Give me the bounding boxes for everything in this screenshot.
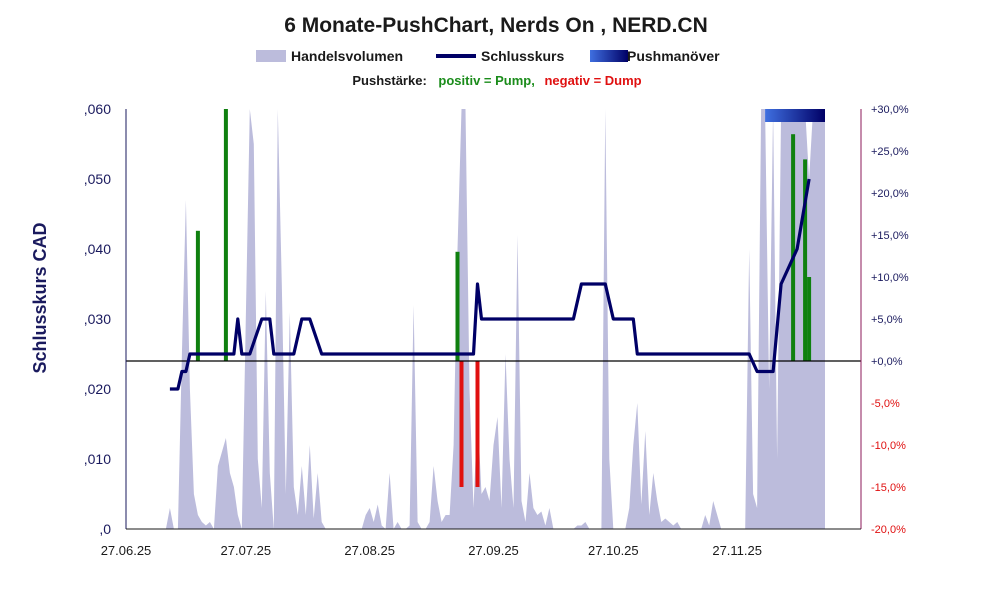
legend-label-price: Schlusskurs (481, 48, 564, 64)
x-tick-labels: 27.06.25 27.07.25 27.08.25 27.09.25 27.10.25… (101, 543, 762, 558)
legend-label-volume: Handelsvolumen (291, 48, 403, 64)
x-tick-label: 27.11.25 (712, 543, 762, 558)
left-tick-label: ,020 (84, 381, 111, 397)
chart-title: 6 Monate-PushChart, Nerds On , NERD.CN (284, 14, 708, 37)
right-tick-label: +15,0% (871, 230, 909, 242)
right-tick-labels: -20,0% -15,0% -10,0% -5,0% +0,0% +5,0% +10,0% +… (871, 104, 909, 536)
x-tick-label: 27.07.25 (221, 543, 272, 558)
pump-bar (455, 251, 460, 361)
push-note-positive: positiv = Pump, (438, 73, 534, 88)
left-tick-label: ,010 (84, 451, 111, 467)
pump-bar (807, 277, 812, 361)
pump-bar (223, 109, 228, 361)
right-tick-label: +25,0% (871, 146, 909, 158)
push-note-negative: negativ = Dump (544, 73, 641, 88)
pump-bar (791, 134, 796, 361)
left-tick-label: ,060 (84, 101, 111, 117)
push-bar-layer (195, 109, 812, 487)
right-tick-label: -15,0% (871, 482, 906, 494)
legend-swatch-push (590, 50, 628, 62)
left-tick-labels: ,0 ,010 ,020 ,030 ,040 ,050 ,060 (84, 101, 111, 537)
right-tick-label: +30,0% (871, 104, 909, 116)
left-tick-label: ,040 (84, 241, 111, 257)
y-axis-label: Schlusskurs CAD (30, 222, 50, 373)
legend-label-push: Pushmanöver (627, 48, 720, 64)
price-line (169, 178, 811, 391)
left-tick-label: ,0 (99, 521, 111, 537)
push-note-prefix: Pushstärke: (352, 73, 426, 88)
push-maneuver-band (765, 109, 825, 122)
left-tick-label: ,050 (84, 171, 111, 187)
x-tick-label: 27.06.25 (101, 543, 152, 558)
pump-bar (195, 230, 200, 361)
right-tick-label: +0,0% (871, 356, 903, 368)
left-tick-label: ,030 (84, 311, 111, 327)
x-tick-label: 27.08.25 (344, 543, 395, 558)
price-line-layer (169, 178, 811, 391)
push-strength-note: Pushstärke: positiv = Pump, negativ = Du… (352, 73, 641, 88)
dump-bar (459, 361, 464, 487)
dump-bar (475, 361, 480, 487)
right-tick-label: +10,0% (871, 272, 909, 284)
right-tick-label: +5,0% (871, 314, 903, 326)
legend: Handelsvolumen Schlusskurs Pushmanöver (256, 48, 720, 64)
right-tick-label: -5,0% (871, 398, 900, 410)
right-tick-label: -10,0% (871, 440, 906, 452)
x-tick-label: 27.10.25 (588, 543, 639, 558)
right-tick-label: -20,0% (871, 524, 906, 536)
pump-bar (803, 159, 808, 361)
x-tick-label: 27.09.25 (468, 543, 519, 558)
right-tick-label: +20,0% (871, 188, 909, 200)
push-band-layer (765, 109, 825, 122)
legend-swatch-volume (256, 50, 286, 62)
